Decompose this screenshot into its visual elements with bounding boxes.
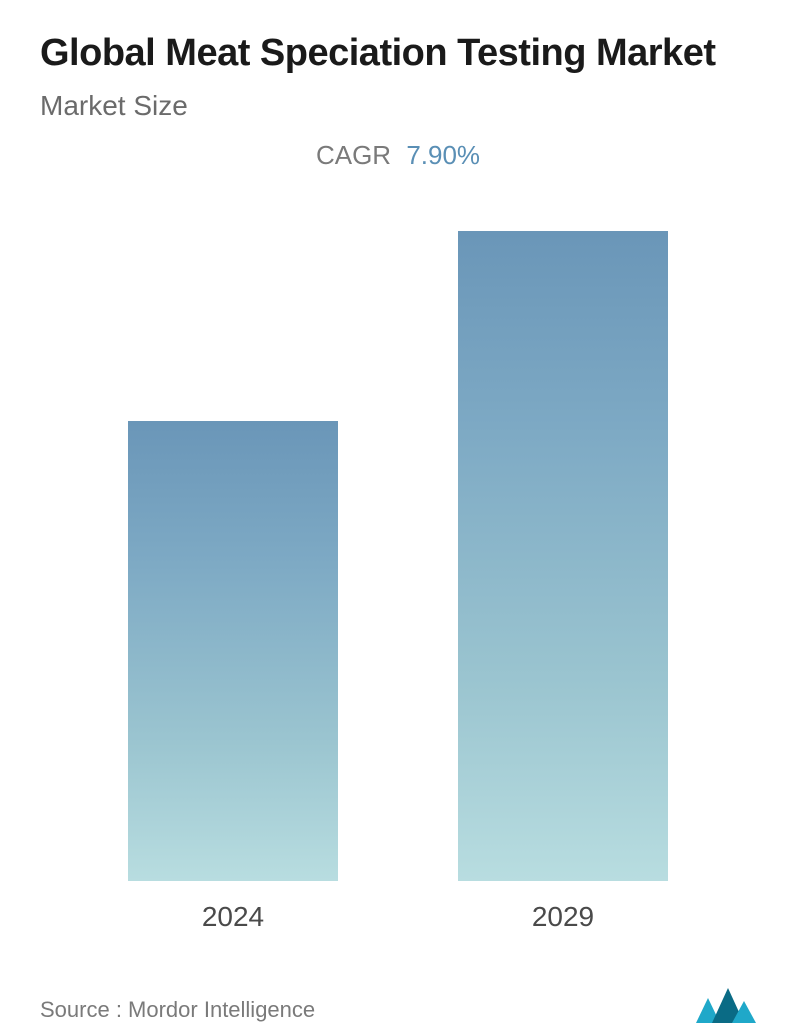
cagr-row: CAGR 7.90%: [40, 140, 756, 171]
chart-title: Global Meat Speciation Testing Market: [40, 30, 756, 78]
cagr-label: CAGR: [316, 140, 391, 170]
bar-label-1: 2029: [532, 901, 594, 933]
chart-container: Global Meat Speciation Testing Market Ma…: [0, 0, 796, 1034]
bar-0: [128, 421, 338, 881]
footer: Source : Mordor Intelligence: [40, 968, 756, 1023]
bar-chart: 2024 2029: [40, 211, 756, 933]
mordor-logo-icon: [696, 983, 756, 1023]
bar-label-0: 2024: [202, 901, 264, 933]
chart-subtitle: Market Size: [40, 90, 756, 122]
source-text: Source : Mordor Intelligence: [40, 997, 315, 1023]
bar-1: [458, 231, 668, 881]
cagr-value: 7.90%: [406, 140, 480, 170]
bar-group-0: 2024: [128, 421, 338, 933]
bar-group-1: 2029: [458, 231, 668, 933]
